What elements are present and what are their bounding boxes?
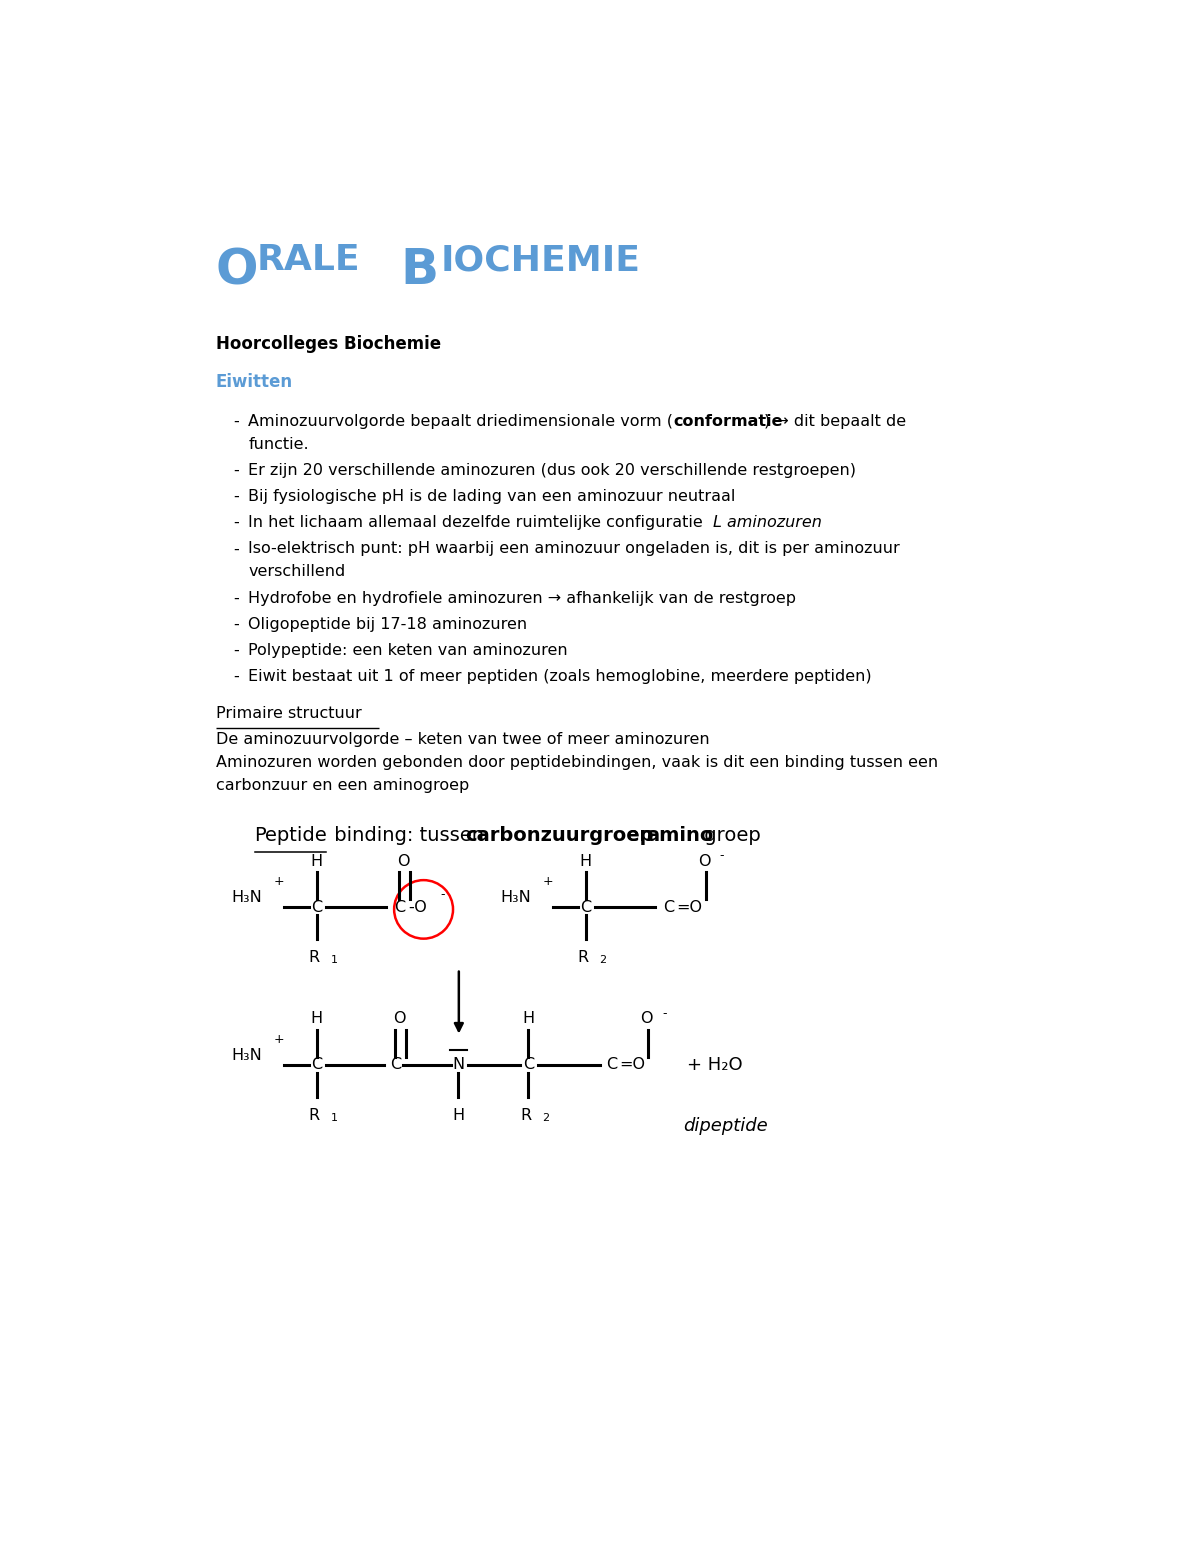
Text: C: C: [390, 1058, 401, 1073]
Text: 1: 1: [330, 1112, 337, 1123]
Text: C: C: [523, 1058, 534, 1073]
Text: conformatie: conformatie: [673, 413, 782, 429]
Text: -: -: [233, 617, 239, 632]
Text: Hydrofobe en hydrofiele aminozuren → afhankelijk van de restgroep: Hydrofobe en hydrofiele aminozuren → afh…: [248, 590, 797, 606]
Text: -: -: [233, 413, 239, 429]
Text: verschillend: verschillend: [248, 564, 346, 579]
Text: C: C: [394, 899, 406, 915]
Text: R: R: [308, 1107, 320, 1123]
Text: H: H: [452, 1107, 464, 1123]
Text: en: en: [622, 826, 658, 845]
Text: R: R: [308, 950, 320, 966]
Text: R: R: [578, 950, 589, 966]
Text: -: -: [233, 669, 239, 685]
Text: C: C: [311, 1058, 322, 1073]
Text: Hoorcolleges Biochemie: Hoorcolleges Biochemie: [216, 335, 442, 353]
Text: Iso-elektrisch punt: pH waarbij een aminozuur ongeladen is, dit is per aminozuur: Iso-elektrisch punt: pH waarbij een amin…: [248, 542, 900, 556]
Text: In het lichaam allemaal dezelfde ruimtelijke configuratie: In het lichaam allemaal dezelfde ruimtel…: [248, 516, 708, 530]
Text: Eiwit bestaat uit 1 of meer peptiden (zoals hemoglobine, meerdere peptiden): Eiwit bestaat uit 1 of meer peptiden (zo…: [248, 669, 872, 685]
Text: N: N: [452, 1058, 464, 1073]
Text: Polypeptide: een keten van aminozuren: Polypeptide: een keten van aminozuren: [248, 643, 568, 658]
Text: -: -: [233, 516, 239, 530]
Text: -: -: [720, 849, 724, 862]
Text: Oligopeptide bij 17-18 aminozuren: Oligopeptide bij 17-18 aminozuren: [248, 617, 528, 632]
Text: H₃N: H₃N: [232, 890, 262, 905]
Text: H₃N: H₃N: [232, 1048, 262, 1062]
Text: -O: -O: [408, 899, 427, 915]
Text: binding: tussen: binding: tussen: [329, 826, 491, 845]
Text: C: C: [664, 899, 674, 915]
Text: -: -: [233, 542, 239, 556]
Text: C: C: [311, 899, 322, 915]
Text: + H₂O: + H₂O: [688, 1056, 743, 1075]
Text: 2: 2: [600, 955, 607, 964]
Text: H: H: [580, 854, 592, 868]
Text: amino: amino: [646, 826, 713, 845]
Text: IOCHEMIE: IOCHEMIE: [440, 244, 641, 278]
Text: carbonzuurgroep: carbonzuurgroep: [466, 826, 654, 845]
Text: -: -: [233, 489, 239, 505]
Text: B: B: [401, 247, 438, 295]
Text: L aminozuren: L aminozuren: [714, 516, 822, 530]
Text: Peptide: Peptide: [254, 826, 328, 845]
Text: De aminozuurvolgorde – keten van twee of meer aminozuren: De aminozuurvolgorde – keten van twee of…: [216, 733, 709, 747]
Text: functie.: functie.: [248, 436, 310, 452]
Text: -: -: [233, 643, 239, 658]
Text: RALE: RALE: [257, 244, 360, 278]
Text: ) → dit bepaalt de: ) → dit bepaalt de: [763, 413, 906, 429]
Text: Bij fysiologische pH is de lading van een aminozuur neutraal: Bij fysiologische pH is de lading van ee…: [248, 489, 736, 505]
Text: R: R: [521, 1107, 532, 1123]
Text: H: H: [522, 1011, 534, 1027]
Text: =O: =O: [619, 1058, 644, 1073]
Text: 2: 2: [542, 1112, 550, 1123]
Text: 1: 1: [330, 955, 337, 964]
Text: Er zijn 20 verschillende aminozuren (dus ook 20 verschillende restgroepen): Er zijn 20 verschillende aminozuren (dus…: [248, 463, 857, 478]
Text: H: H: [311, 854, 323, 868]
Text: +: +: [542, 874, 553, 888]
Text: groep: groep: [698, 826, 761, 845]
Text: O: O: [394, 1011, 406, 1027]
Text: O: O: [698, 854, 710, 868]
Text: O: O: [397, 854, 409, 868]
Text: Primaire structuur: Primaire structuur: [216, 707, 361, 721]
Text: O: O: [641, 1011, 653, 1027]
Text: +: +: [274, 1033, 284, 1045]
Text: -: -: [233, 463, 239, 478]
Text: carbonzuur en een aminogroep: carbonzuur en een aminogroep: [216, 778, 469, 794]
Text: Eiwitten: Eiwitten: [216, 373, 293, 391]
Text: Aminozuurvolgorde bepaalt driedimensionale vorm (: Aminozuurvolgorde bepaalt driedimensiona…: [248, 413, 673, 429]
Text: H: H: [311, 1011, 323, 1027]
Text: H₃N: H₃N: [500, 890, 532, 905]
Text: C: C: [606, 1058, 617, 1073]
Text: dipeptide: dipeptide: [683, 1117, 768, 1135]
Text: =O: =O: [677, 899, 702, 915]
Text: -: -: [440, 888, 445, 901]
Text: O: O: [216, 247, 258, 295]
Text: Aminozuren worden gebonden door peptidebindingen, vaak is dit een binding tussen: Aminozuren worden gebonden door peptideb…: [216, 755, 938, 770]
Text: C: C: [580, 899, 592, 915]
Text: +: +: [274, 874, 284, 888]
Text: -: -: [662, 1008, 667, 1020]
Text: -: -: [233, 590, 239, 606]
